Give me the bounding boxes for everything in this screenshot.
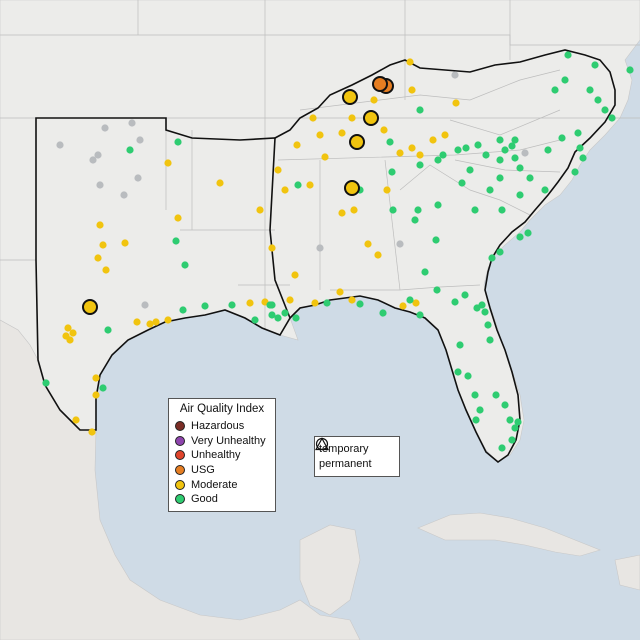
- aqi-legend-row-hazardous: Hazardous: [175, 419, 269, 434]
- unhealthy-swatch-icon: [175, 450, 185, 461]
- sites-nodata: [56, 71, 529, 309]
- land-cuba: [417, 512, 601, 557]
- monitor-type-legend: temporary permanent: [314, 436, 400, 477]
- aqi-legend-row-good: Good: [175, 492, 269, 507]
- usg-swatch-icon: [175, 465, 185, 476]
- moderate-swatch-icon: [175, 479, 185, 490]
- type-legend-row-permanent: permanent: [315, 437, 395, 471]
- sites-good: [42, 51, 634, 452]
- land-hispaniola: [614, 554, 640, 591]
- aqi-legend-label: Moderate: [191, 478, 238, 491]
- sites-highlighted: [82, 76, 394, 315]
- texas-outline: [35, 117, 291, 431]
- very-unhealthy-swatch-icon: [175, 435, 185, 446]
- triangle-icon: [315, 437, 329, 451]
- aqi-legend-row-very-unhealthy: Very Unhealthy: [175, 434, 269, 449]
- sites-moderate: [62, 58, 460, 436]
- aqi-legend: Air Quality Index Hazardous Very Unhealt…: [168, 398, 276, 512]
- aqi-legend-row-usg: USG: [175, 463, 269, 478]
- aqi-legend-label: Good: [191, 493, 218, 506]
- coastline-southeast: [274, 49, 616, 464]
- aqi-legend-label: Unhealthy: [191, 449, 241, 462]
- hazardous-swatch-icon: [175, 421, 185, 432]
- aqi-legend-label: USG: [191, 464, 215, 477]
- type-legend-label: permanent: [319, 457, 372, 470]
- good-swatch-icon: [175, 494, 185, 505]
- aqi-legend-title: Air Quality Index: [179, 403, 265, 415]
- aqi-legend-row-moderate: Moderate: [175, 477, 269, 492]
- aqi-legend-row-unhealthy: Unhealthy: [175, 448, 269, 463]
- type-legend-label: temporary: [319, 442, 369, 455]
- type-legend-row-temporary: temporary: [315, 437, 395, 456]
- aqi-legend-label: Hazardous: [191, 420, 245, 433]
- land-yucatan: [299, 524, 361, 616]
- aqi-legend-label: Very Unhealthy: [191, 434, 266, 447]
- state-borders: [0, 0, 640, 330]
